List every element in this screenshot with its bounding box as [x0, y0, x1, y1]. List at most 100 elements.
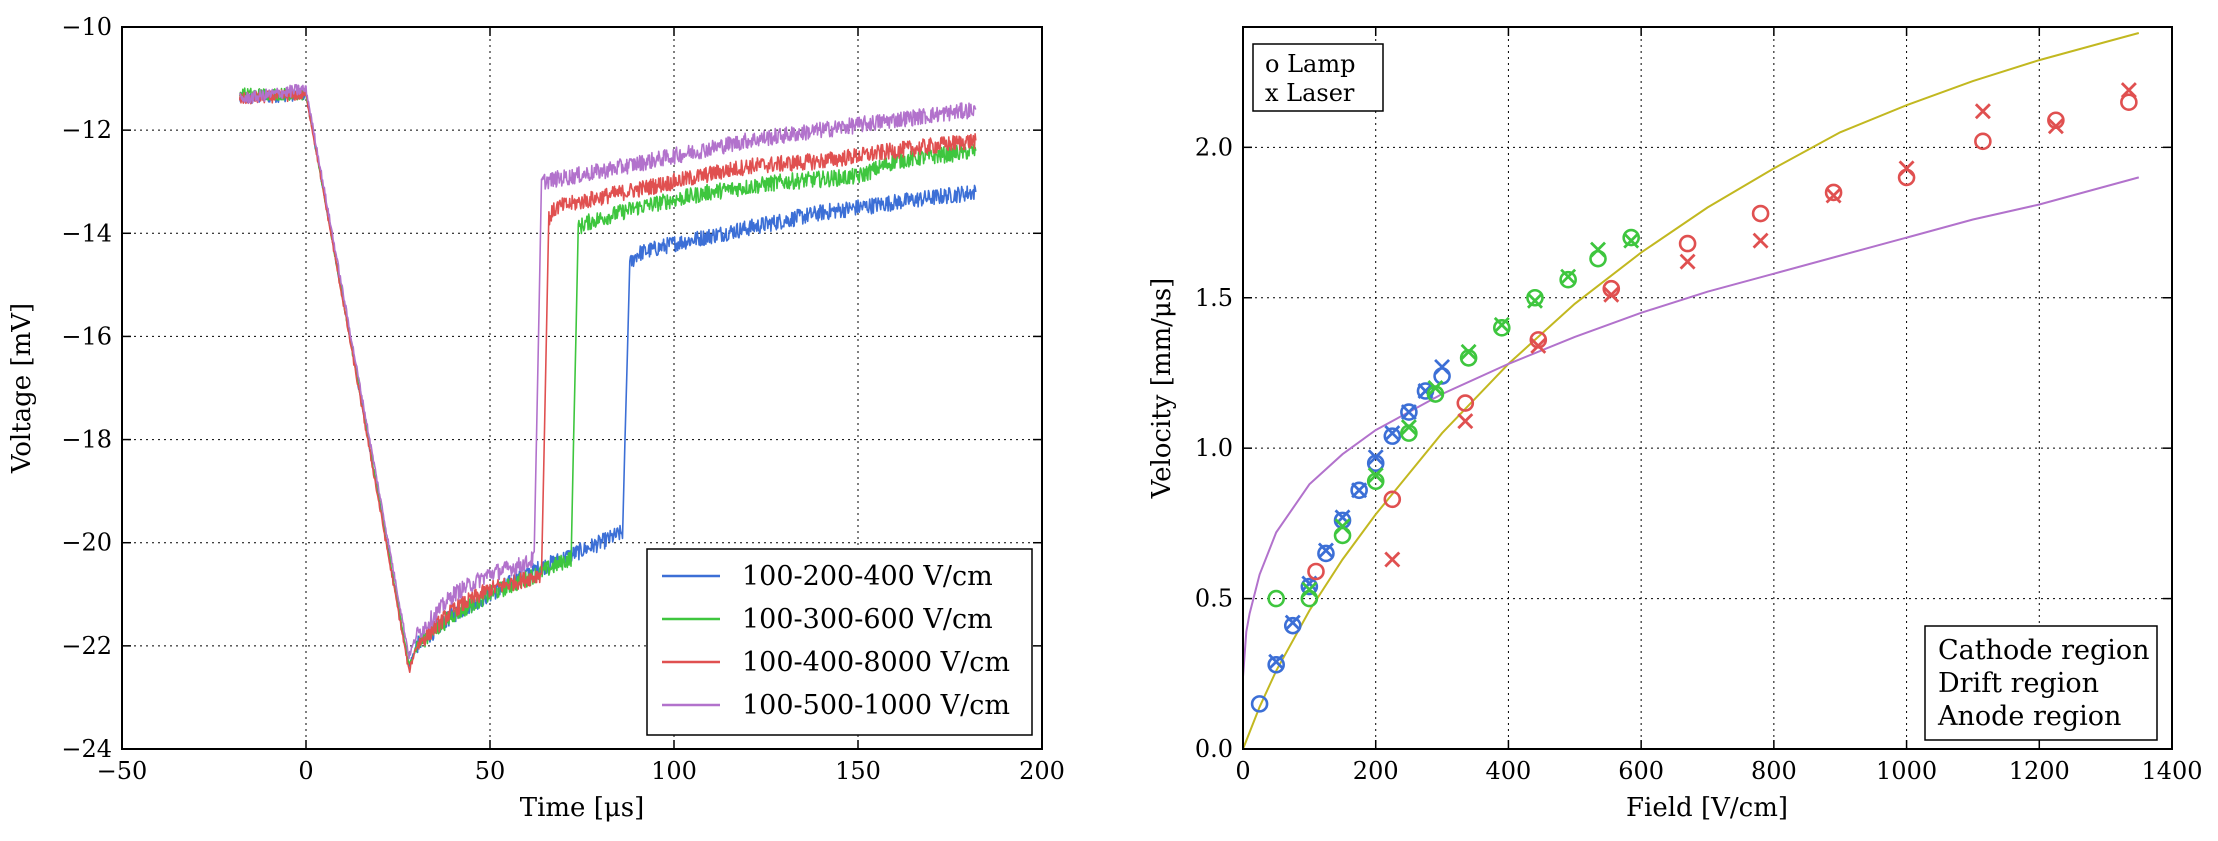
laser-point: [1317, 542, 1334, 559]
laser-point: [1898, 160, 1915, 177]
voltage-ticks: −50 0 50 100 150 200 −24 −22 −20 −18 −16 −14 −12 −10: [61, 13, 1065, 785]
voltage-xtick-label: 100: [651, 757, 697, 785]
lamp-point: [1383, 490, 1402, 509]
lamp-point: [1824, 183, 1843, 202]
lamp-point: [1317, 544, 1335, 563]
voltage-xtick-label: 200: [1019, 757, 1065, 785]
velocity-ylabel: Velocity [mm/μs]: [1147, 278, 1177, 500]
voltage-ytick-label: −12: [61, 116, 112, 144]
velocity-xtick-label: 1200: [2009, 757, 2070, 785]
lamp-point: [1622, 228, 1640, 247]
velocity-points: [1250, 82, 2138, 713]
lamp-point: [1492, 319, 1511, 337]
voltage-ytick-label: −20: [61, 529, 112, 557]
lamp-point: [1678, 234, 1697, 253]
laser-point: [1400, 404, 1417, 421]
voltage-xtick-label: 150: [835, 757, 881, 785]
velocity-ytick-label: 0.5: [1195, 585, 1233, 613]
lamp-point: [1250, 695, 1269, 713]
lamp-point: [1267, 589, 1285, 608]
voltage-ytick-label: −14: [61, 219, 112, 247]
fit-curve-1: [1242, 32, 2140, 750]
laser-point: [1334, 518, 1351, 535]
velocity-ytick-label: 2.0: [1195, 133, 1233, 161]
marker-legend-box: [1252, 43, 1384, 112]
voltage-xlabel: Time [μs]: [520, 793, 645, 823]
legend-label-300: 100-300-600 V/cm: [742, 604, 993, 635]
laser-point: [1825, 187, 1842, 204]
velocity-ticks: 0 200 400 600 800 1000 1200 1400 0.0 0.5 1.0 1.5 2.0: [1195, 27, 2203, 785]
laser-point: [1384, 551, 1401, 568]
laser-point: [1974, 103, 1991, 120]
lamp-point: [1267, 655, 1285, 674]
laser-point: [1623, 232, 1640, 249]
lamp-point: [1350, 481, 1368, 500]
legend-anode: Anode region: [1937, 701, 2121, 732]
laser-point: [1530, 337, 1547, 354]
legend-label-200: 100-200-400 V/cm: [742, 561, 993, 592]
lamp-point: [1751, 204, 1770, 223]
voltage-ytick-label: −24: [61, 735, 112, 763]
laser-point: [1367, 449, 1384, 466]
velocity-xlabel: Field [V/cm]: [1626, 793, 1788, 823]
velocity-xtick-label: 400: [1486, 757, 1532, 785]
laser-point: [1460, 343, 1477, 360]
velocity-plot-frame: [1242, 26, 2173, 750]
lamp-point: [1526, 288, 1544, 307]
lamp-point: [1300, 577, 1319, 596]
voltage-xtick-label: 50: [475, 757, 506, 785]
velocity-chart: 0 200 400 600 800 1000 1200 1400 0.0 0.5 1.0 1.5 2.0…: [1147, 26, 2203, 823]
laser-point: [1526, 292, 1543, 309]
laser-point: [1560, 268, 1577, 285]
lamp-point: [2120, 93, 2138, 112]
region-legend-box: [1924, 625, 2158, 741]
velocity-xtick-label: 0: [1235, 757, 1250, 785]
lamp-point: [1974, 132, 1992, 151]
voltage-series: [239, 83, 977, 674]
laser-point: [1752, 232, 1769, 249]
velocity-xtick-label: 800: [1751, 757, 1797, 785]
laser-point: [1367, 467, 1384, 484]
voltage-ytick-label: −10: [61, 13, 112, 41]
lamp-point: [1383, 427, 1402, 445]
marker-legend: o Lamp x Laser: [1252, 43, 1384, 112]
voltage-ytick-label: −18: [61, 426, 112, 454]
laser-point: [1493, 316, 1510, 333]
lamp-point: [1283, 616, 1302, 635]
voltage-ytick-label: −16: [61, 322, 112, 350]
laser-point: [1457, 413, 1474, 430]
laser-point: [1434, 358, 1451, 375]
velocity-ytick-label: 1.0: [1195, 434, 1233, 462]
laser-point: [1590, 241, 1606, 258]
legend-label-400: 100-400-8000 V/cm: [742, 647, 1010, 678]
fit-curve-2: [1242, 176, 2140, 677]
voltage-ytick-label: −22: [61, 632, 112, 660]
laser-point: [1268, 653, 1285, 670]
velocity-xtick-label: 600: [1618, 757, 1664, 785]
velocity-xtick-label: 1000: [1876, 757, 1937, 785]
legend-drift: Drift region: [1938, 668, 2099, 699]
voltage-xtick-label: 0: [298, 757, 313, 785]
region-legend: Cathode region Drift region Anode region: [1924, 625, 2158, 741]
laser-point: [1679, 253, 1696, 270]
lamp-point: [1400, 403, 1418, 421]
marker-legend-lamp: o Lamp: [1265, 50, 1355, 78]
velocity-fit-curves: [1242, 32, 2140, 750]
laser-point: [1301, 581, 1318, 598]
laser-point: [1384, 425, 1401, 442]
laser-point: [1603, 286, 1620, 303]
velocity-xtick-label: 200: [1353, 757, 1399, 785]
velocity-xtick-label: 1400: [2141, 757, 2202, 785]
velocity-ytick-label: 1.5: [1195, 284, 1233, 312]
legend-label-500: 100-500-1000 V/cm: [742, 690, 1010, 721]
laser-point: [1284, 614, 1301, 631]
voltage-plot-frame: [121, 26, 1043, 750]
legend-cathode: Cathode region: [1938, 635, 2150, 666]
voltage-trace-3: [239, 87, 977, 674]
laser-point: [1417, 383, 1434, 399]
voltage-xtick-label: −50: [97, 757, 148, 785]
laser-point: [2120, 82, 2137, 99]
lamp-point: [1559, 270, 1577, 289]
velocity-ytick-label: 0.0: [1195, 735, 1233, 763]
